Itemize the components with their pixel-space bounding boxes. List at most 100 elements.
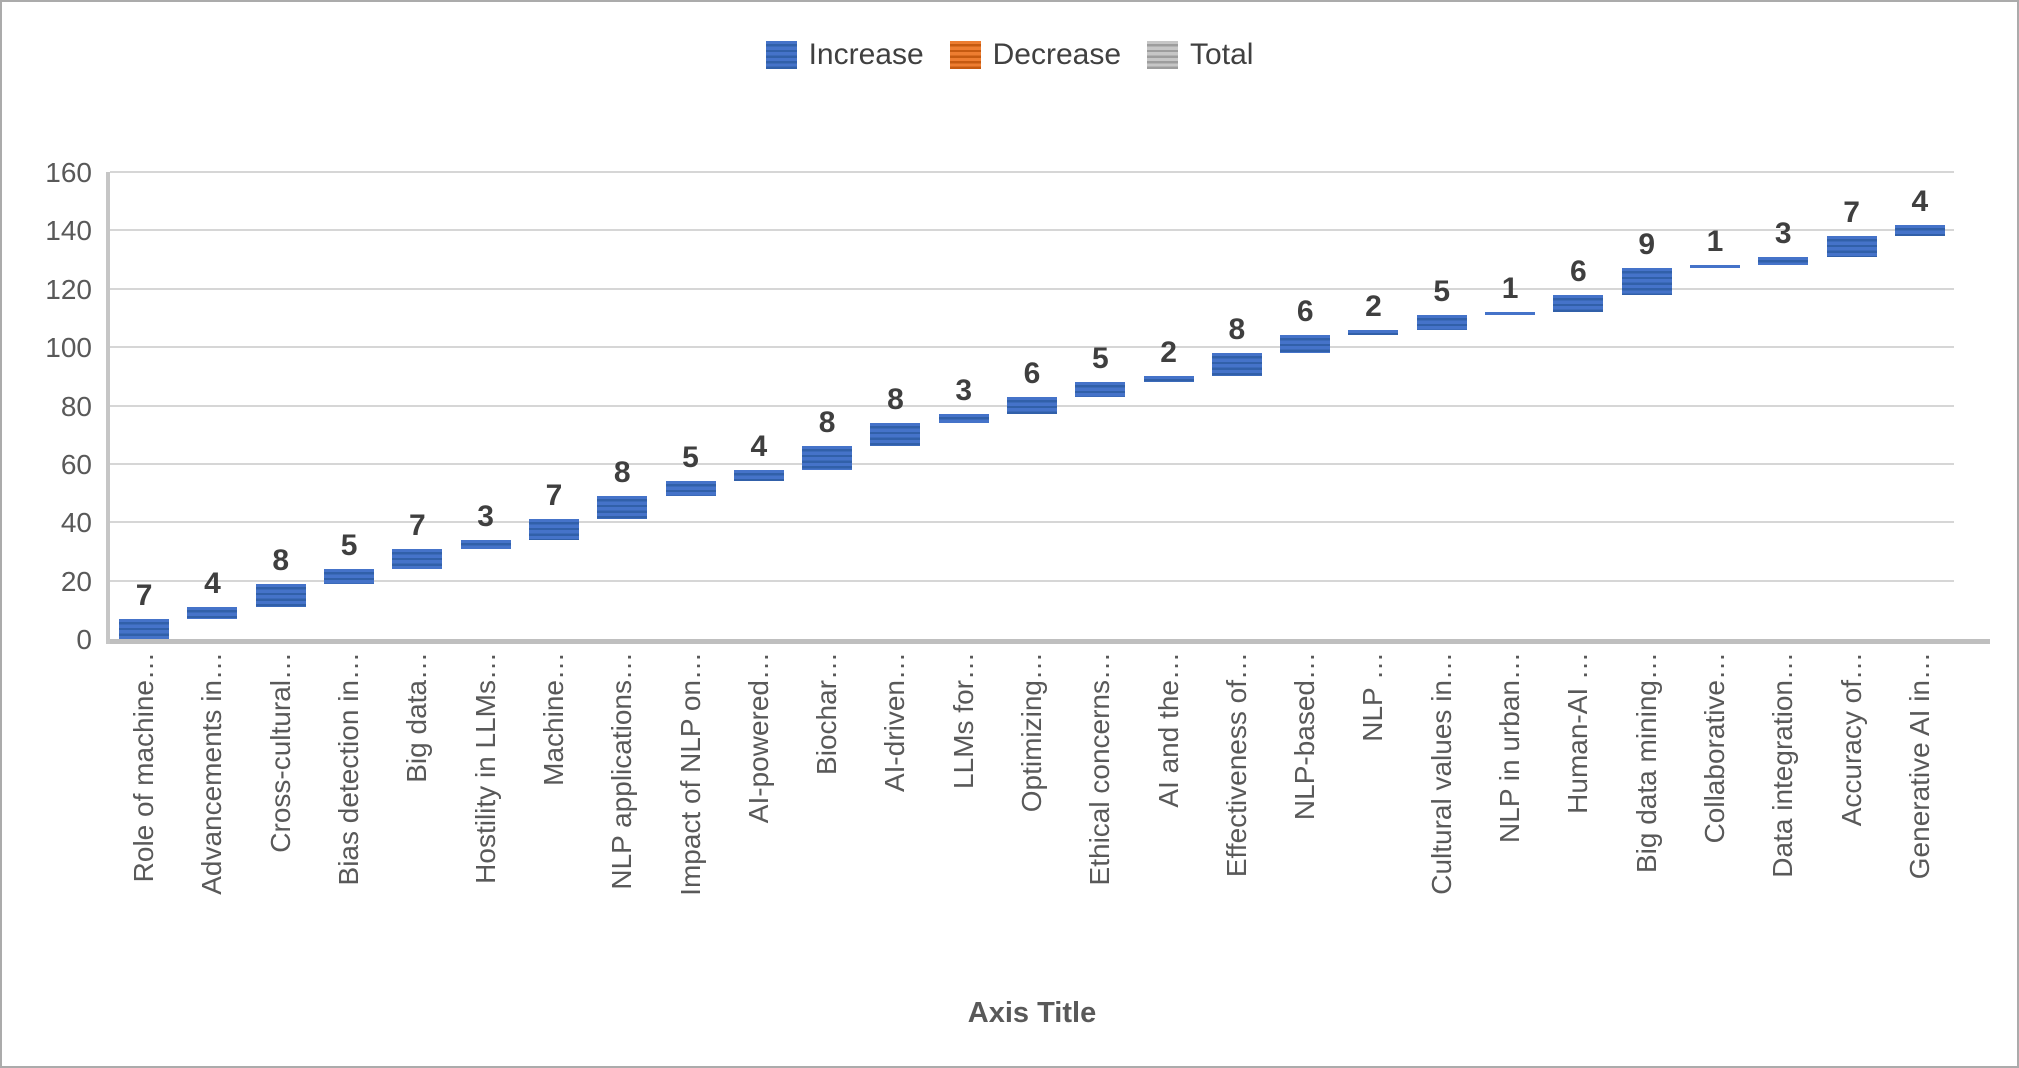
x-axis-category-label: Ethical concerns…: [1084, 652, 1116, 886]
legend-item-label: Increase: [808, 38, 924, 71]
increase-bar[interactable]: [392, 548, 443, 569]
increase-bar[interactable]: [870, 423, 921, 447]
increase-bar[interactable]: [802, 446, 853, 470]
x-axis-category-label: Collaborative…: [1698, 652, 1730, 844]
x-axis-category-label: Role of machine…: [128, 652, 160, 883]
increase-bar[interactable]: [733, 469, 784, 482]
bar-data-label: 5: [1091, 342, 1109, 376]
increase-bar[interactable]: [938, 414, 989, 423]
legend-item-total[interactable]: Total: [1147, 40, 1253, 70]
bar-data-label: 8: [1228, 312, 1246, 346]
x-axis-category-label: Cross-cultural…: [264, 652, 296, 853]
bar-data-label: 3: [955, 374, 973, 408]
bar-data-label: 7: [545, 479, 563, 513]
gridline: [110, 462, 1954, 465]
x-axis-category-label: Machine…: [537, 652, 569, 786]
bar-data-label: 1: [1706, 225, 1724, 259]
x-axis-line: [106, 639, 1990, 644]
gridline: [110, 171, 1954, 173]
increase-bar[interactable]: [1689, 265, 1740, 269]
increase-bar[interactable]: [597, 495, 648, 520]
x-axis-category-label: Optimizing…: [1016, 652, 1047, 813]
x-axis-category-label: Accuracy of…: [1835, 652, 1867, 827]
x-axis-category-label: AI-powered…: [742, 652, 774, 824]
x-axis-category-label: Impact of NLP on…: [674, 652, 706, 896]
bar-data-label: 7: [1843, 196, 1860, 230]
increase-bar[interactable]: [324, 568, 375, 584]
x-axis-category-label: NLP in urban…: [1494, 652, 1526, 843]
x-axis-category-label: Bias detection in…: [333, 652, 365, 886]
bar-data-label: 4: [750, 429, 768, 463]
increase-bar[interactable]: [665, 481, 716, 496]
legend-item-label: Decrease: [992, 38, 1122, 71]
increase-bar[interactable]: [1007, 396, 1057, 415]
bar-data-label: 2: [1160, 336, 1177, 370]
x-axis-category-label: AI and the…: [1152, 652, 1184, 808]
legend-item-increase[interactable]: Increase: [765, 38, 924, 71]
y-axis-tick-label: 60: [60, 448, 92, 480]
x-axis-category-label: AI-driven…: [879, 652, 911, 793]
x-axis-category-label: Hostility in LLMs…: [469, 652, 501, 884]
increase-bar[interactable]: [1143, 376, 1194, 383]
x-axis-category-label: LLMs for…: [947, 652, 979, 789]
x-axis-category-label: Data integration…: [1767, 652, 1799, 878]
increase-bar[interactable]: [1416, 315, 1467, 330]
y-axis-tick-label: 80: [60, 390, 92, 422]
bar-data-label: 8: [818, 406, 836, 440]
bar-data-label: 3: [477, 499, 494, 533]
x-axis-title: Axis Title: [967, 997, 1097, 1029]
increase-series-swatch-icon: [765, 41, 797, 69]
increase-bar[interactable]: [1280, 335, 1331, 353]
x-axis-category-label: Human-AI …: [1562, 652, 1594, 814]
increase-bar[interactable]: [1758, 256, 1809, 266]
gridline: [110, 579, 1954, 582]
bar-data-label: 4: [204, 566, 221, 600]
x-axis-category-label: Effectiveness of…: [1220, 652, 1252, 878]
bar-data-label: 8: [613, 455, 631, 489]
y-axis-tick-label: 140: [45, 215, 92, 247]
bar-data-label: 5: [682, 441, 699, 475]
increase-bar[interactable]: [1553, 294, 1604, 313]
y-axis-tick-label: 20: [60, 565, 92, 597]
bar-data-label: 6: [1023, 356, 1041, 390]
x-axis-category-label: Advancements in…: [196, 652, 228, 895]
gridline: [110, 229, 1954, 232]
y-axis-tick-label: 120: [45, 273, 92, 305]
bar-data-label: 9: [1638, 228, 1655, 262]
increase-bar[interactable]: [187, 606, 238, 619]
increase-bar[interactable]: [1826, 236, 1877, 257]
gridline: [110, 521, 1954, 524]
bar-data-label: 5: [340, 528, 358, 562]
y-axis-tick-label: 100: [45, 332, 92, 364]
x-axis-category-label: Cultural values in…: [1425, 652, 1457, 895]
bar-data-label: 2: [1365, 289, 1382, 323]
x-axis-category-label: NLP …: [1357, 652, 1389, 742]
y-axis-tick-label: 160: [45, 157, 92, 188]
legend-item-decrease[interactable]: Decrease: [949, 38, 1122, 71]
bar-data-label: 8: [272, 543, 290, 577]
bar-data-label: 3: [1774, 216, 1792, 250]
increase-bar[interactable]: [1211, 352, 1262, 377]
gridline: [110, 287, 1954, 290]
increase-bar[interactable]: [1894, 224, 1945, 237]
increase-bar[interactable]: [255, 583, 306, 607]
bar-data-label: 6: [1296, 295, 1314, 329]
total-series-swatch-icon: [1147, 41, 1179, 69]
increase-bar[interactable]: [119, 618, 170, 639]
increase-bar[interactable]: [528, 519, 579, 540]
increase-bar[interactable]: [460, 539, 511, 549]
increase-bar[interactable]: [1621, 268, 1672, 295]
bar-data-label: 7: [408, 508, 426, 542]
increase-bar[interactable]: [1075, 382, 1126, 397]
gridline: [110, 346, 1954, 349]
bar-data-label: 6: [1570, 254, 1587, 288]
x-axis-category-label: NLP applications…: [606, 652, 638, 890]
y-axis-tick-label: 0: [76, 624, 92, 655]
bar-data-label: 8: [887, 383, 904, 416]
bar-data-label: 1: [1501, 272, 1519, 306]
legend-item-label: Total: [1190, 38, 1254, 71]
increase-bar[interactable]: [1348, 329, 1399, 336]
decrease-series-swatch-icon: [949, 41, 981, 69]
increase-bar[interactable]: [1485, 312, 1536, 316]
